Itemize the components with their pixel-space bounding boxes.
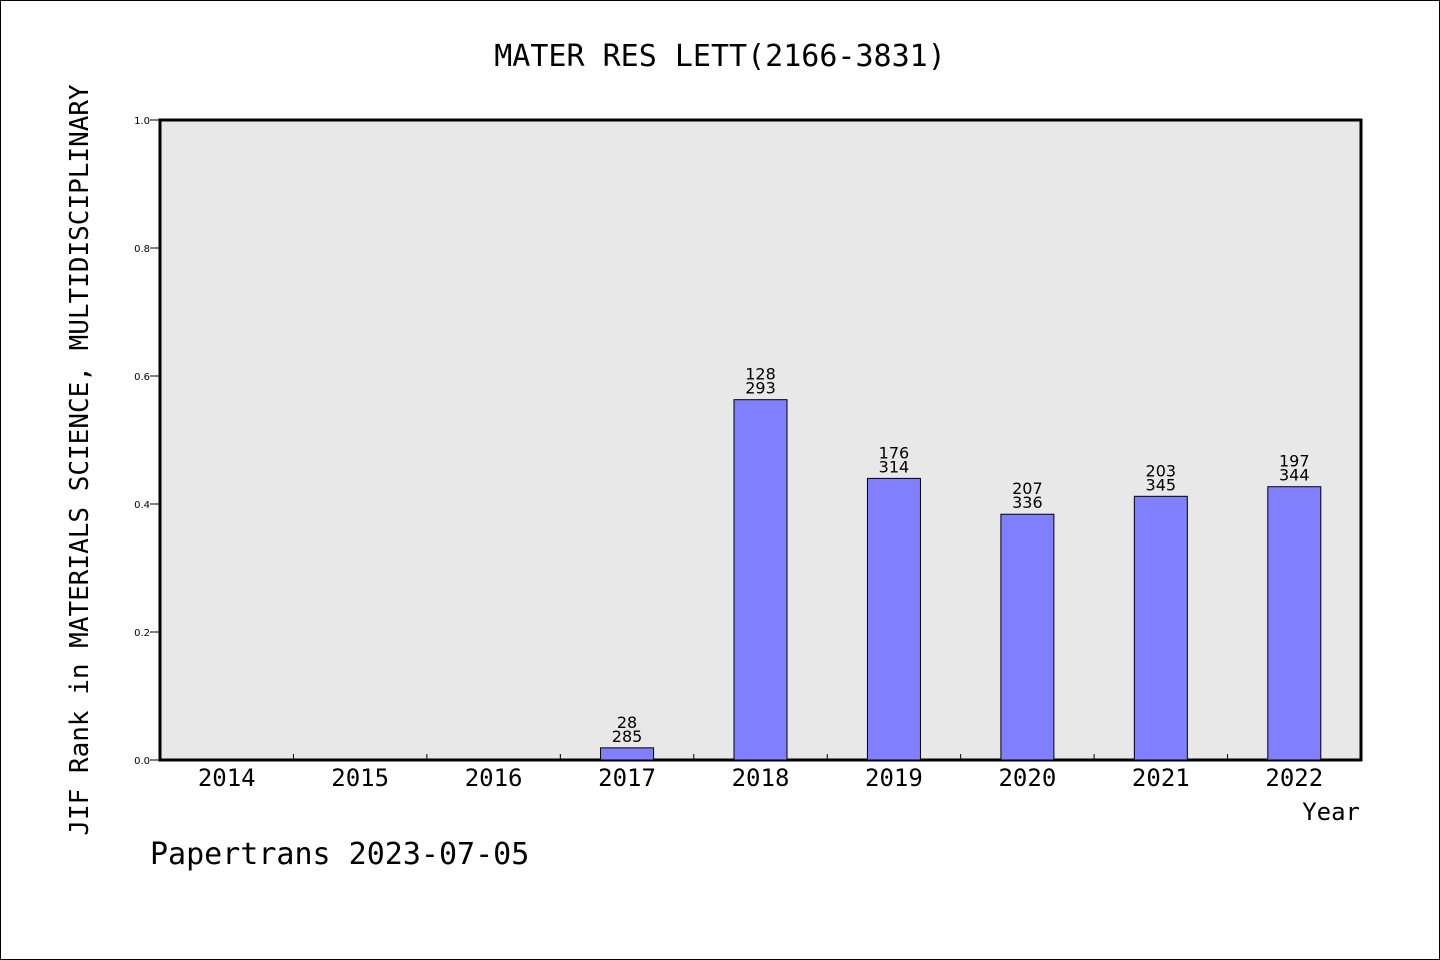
data-label-total: 285 (612, 727, 643, 746)
data-label-rank: 128 (745, 365, 776, 384)
data-label-rank: 176 (879, 443, 910, 462)
x-tick-label: 2020 (998, 764, 1056, 792)
data-label-rank: 207 (1012, 479, 1043, 498)
x-tick-label: 2018 (732, 764, 790, 792)
data-label-total: 344 (1279, 466, 1310, 485)
y-tick-label: 0.2 (134, 628, 150, 639)
y-tick-label: 0.0 (134, 756, 150, 767)
x-tick-label: 2017 (598, 764, 656, 792)
data-label-rank: 28 (617, 713, 637, 732)
x-tick-label: 2016 (465, 764, 523, 792)
data-label-total: 293 (745, 379, 776, 398)
x-tick-label: 2021 (1132, 764, 1190, 792)
bar (1133, 495, 1188, 761)
x-axis-ticks: 2014 2015 2016 2017 2018 2019 2020 2021 2022 (198, 754, 1323, 792)
data-label-total: 336 (1012, 493, 1043, 512)
x-tick-label: 2019 (865, 764, 923, 792)
x-axis-label: Year (1302, 798, 1360, 826)
bar (1000, 513, 1055, 761)
bars (600, 399, 1322, 761)
x-tick-label: 2015 (331, 764, 389, 792)
y-tick-label: 0.4 (134, 500, 150, 511)
footer-date-stamp: Papertrans 2023-07-05 (150, 837, 529, 872)
x-tick-label: 2014 (198, 764, 256, 792)
y-tick-label: 0.6 (134, 372, 150, 383)
data-label-rank: 197 (1279, 452, 1310, 471)
data-label-rank: 203 (1146, 461, 1177, 480)
x-tick-label: 2022 (1265, 764, 1323, 792)
y-tick-label: 1.0 (134, 116, 150, 127)
y-tick-label: 0.8 (134, 244, 150, 255)
bar (600, 747, 655, 761)
bar (866, 477, 921, 761)
y-axis-ticks: 0.0 0.2 0.4 0.6 0.8 1.0 (134, 116, 160, 767)
data-label-total: 345 (1146, 475, 1177, 494)
data-label-total: 314 (879, 457, 910, 476)
bar (733, 399, 788, 761)
bar (1267, 486, 1322, 761)
chart-title: MATER RES LETT(2166-3831) (494, 39, 946, 74)
y-axis-label: JIF Rank in MATERIALS SCIENCE, MULTIDISC… (65, 84, 95, 836)
